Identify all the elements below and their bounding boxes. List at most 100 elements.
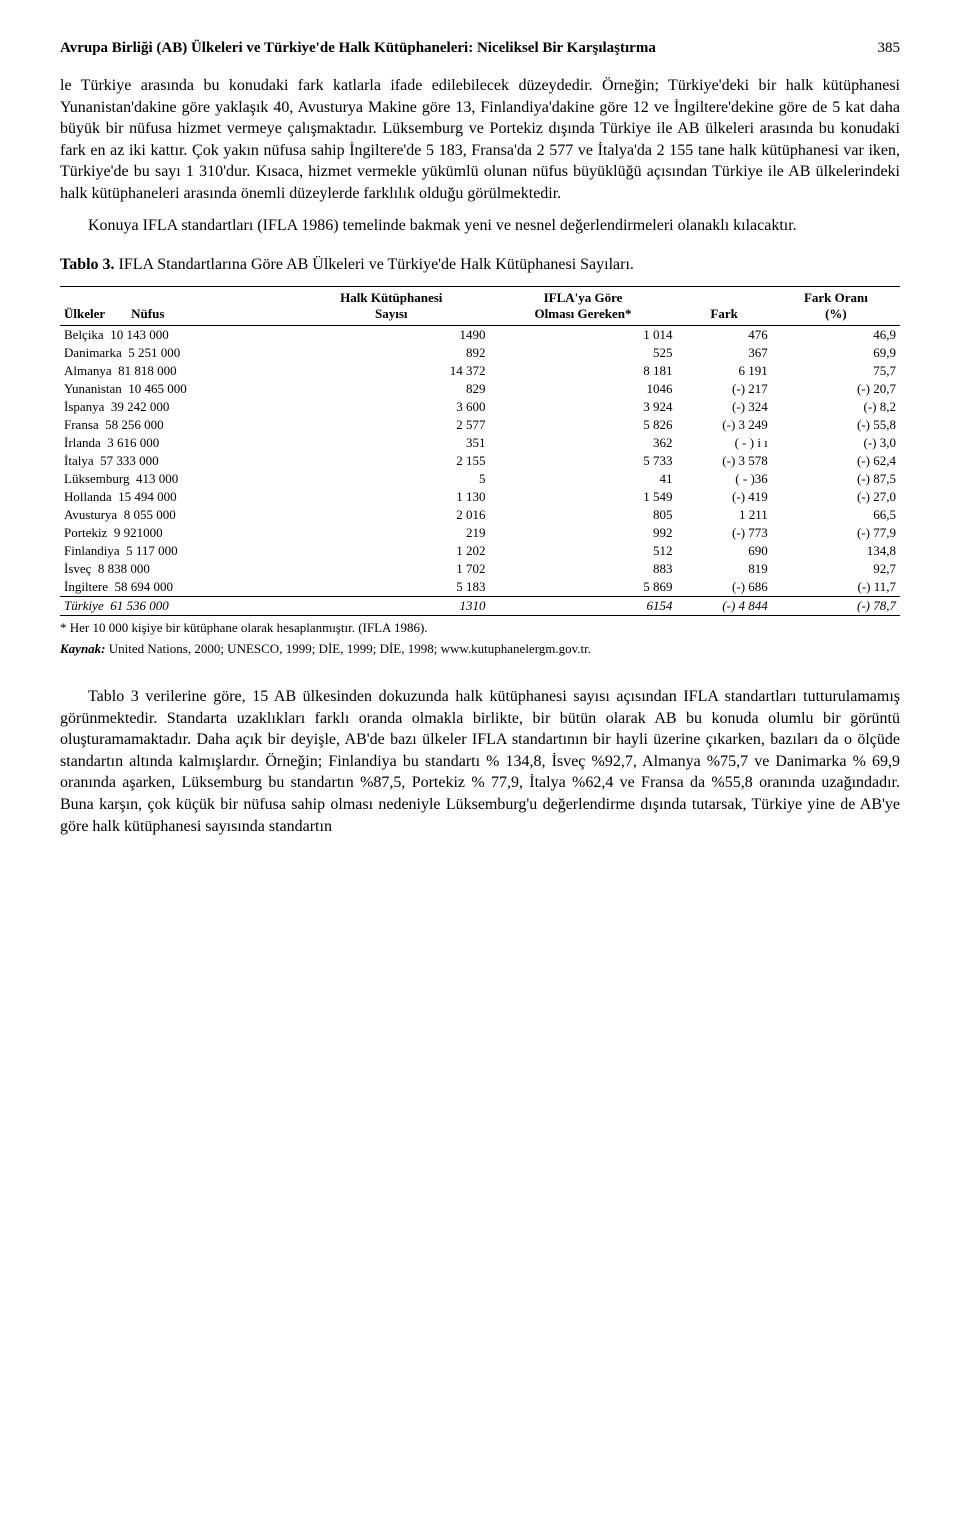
cell-lib: 5 183 xyxy=(293,578,489,597)
cell-oran: 75,7 xyxy=(772,362,900,380)
table-row: Hollanda 15 494 0001 1301 549(-) 419(-) … xyxy=(60,488,900,506)
cell-fark: 690 xyxy=(676,542,771,560)
cell-fark: (-) 4 844 xyxy=(676,597,771,616)
table-row: İrlanda 3 616 000351362( - ) i ı(-) 3,0 xyxy=(60,434,900,452)
cell-oran: (-) 27,0 xyxy=(772,488,900,506)
cell-fark: (-) 324 xyxy=(676,398,771,416)
cell-ifla: 8 181 xyxy=(490,362,677,380)
table-footnote-1: * Her 10 000 kişiye bir kütüphane olarak… xyxy=(60,620,900,637)
cell-ifla: 1 014 xyxy=(490,326,677,345)
col-lib: Halk KütüphanesiSayısı xyxy=(293,287,489,326)
body-paragraph-3: Tablo 3 verilerine göre, 15 AB ülkesinde… xyxy=(60,686,900,837)
cell-country-pop: Yunanistan 10 465 000 xyxy=(60,380,293,398)
table-row: İngiltere 58 694 0005 1835 869(-) 686(-)… xyxy=(60,578,900,597)
cell-lib: 1 202 xyxy=(293,542,489,560)
cell-lib: 892 xyxy=(293,344,489,362)
cell-lib: 351 xyxy=(293,434,489,452)
table-footnote-2: Kaynak: United Nations, 2000; UNESCO, 19… xyxy=(60,641,900,658)
cell-fark: (-) 217 xyxy=(676,380,771,398)
cell-fark: ( - ) i ı xyxy=(676,434,771,452)
cell-lib: 219 xyxy=(293,524,489,542)
cell-ifla: 512 xyxy=(490,542,677,560)
cell-lib: 1490 xyxy=(293,326,489,345)
cell-fark: ( - )36 xyxy=(676,470,771,488)
cell-oran: (-) 11,7 xyxy=(772,578,900,597)
cell-fark: 1 211 xyxy=(676,506,771,524)
table-header-row: Ülkeler Nüfus Halk KütüphanesiSayısı IFL… xyxy=(60,287,900,326)
table-row: İtalya 57 333 0002 1555 733(-) 3 578(-) … xyxy=(60,452,900,470)
table-row: İspanya 39 242 0003 6003 924(-) 324(-) 8… xyxy=(60,398,900,416)
col-fark: Fark xyxy=(676,287,771,326)
cell-lib: 2 155 xyxy=(293,452,489,470)
cell-oran: (-) 8,2 xyxy=(772,398,900,416)
cell-ifla: 992 xyxy=(490,524,677,542)
cell-country-pop: Lüksemburg 413 000 xyxy=(60,470,293,488)
cell-ifla: 5 733 xyxy=(490,452,677,470)
cell-country-pop: Almanya 81 818 000 xyxy=(60,362,293,380)
cell-lib: 14 372 xyxy=(293,362,489,380)
table-row: Finlandiya 5 117 0001 202512690134,8 xyxy=(60,542,900,560)
cell-country-pop: İtalya 57 333 000 xyxy=(60,452,293,470)
table-row: Almanya 81 818 00014 3728 1816 19175,7 xyxy=(60,362,900,380)
table-row: Yunanistan 10 465 0008291046(-) 217(-) 2… xyxy=(60,380,900,398)
table-row: İsveç 8 838 0001 70288381992,7 xyxy=(60,560,900,578)
col-ulkeler-nufus: Ülkeler Nüfus xyxy=(60,287,293,326)
cell-oran: 134,8 xyxy=(772,542,900,560)
cell-country-pop: İngiltere 58 694 000 xyxy=(60,578,293,597)
cell-oran: 69,9 xyxy=(772,344,900,362)
cell-oran: 66,5 xyxy=(772,506,900,524)
cell-lib: 5 xyxy=(293,470,489,488)
cell-country-pop: Danimarka 5 251 000 xyxy=(60,344,293,362)
cell-oran: (-) 55,8 xyxy=(772,416,900,434)
cell-oran: (-) 77,9 xyxy=(772,524,900,542)
cell-ifla: 1046 xyxy=(490,380,677,398)
cell-fark: 367 xyxy=(676,344,771,362)
cell-oran: (-) 87,5 xyxy=(772,470,900,488)
cell-country-pop: Finlandiya 5 117 000 xyxy=(60,542,293,560)
cell-lib: 1 702 xyxy=(293,560,489,578)
cell-ifla: 1 549 xyxy=(490,488,677,506)
cell-fark: 476 xyxy=(676,326,771,345)
body-paragraph-1: le Türkiye arasında bu konudaki fark kat… xyxy=(60,75,900,205)
cell-country-pop: İsveç 8 838 000 xyxy=(60,560,293,578)
cell-ifla: 883 xyxy=(490,560,677,578)
cell-fark: (-) 419 xyxy=(676,488,771,506)
table-row: Portekiz 9 921000219992(-) 773(-) 77,9 xyxy=(60,524,900,542)
cell-fark: (-) 3 249 xyxy=(676,416,771,434)
cell-fark: (-) 773 xyxy=(676,524,771,542)
cell-ifla: 5 869 xyxy=(490,578,677,597)
table-total-row: Türkiye 61 536 00013106154(-) 4 844(-) 7… xyxy=(60,597,900,616)
kaynak-text: United Nations, 2000; UNESCO, 1999; DİE,… xyxy=(106,641,592,656)
cell-country-pop: İspanya 39 242 000 xyxy=(60,398,293,416)
cell-lib: 3 600 xyxy=(293,398,489,416)
cell-ifla: 805 xyxy=(490,506,677,524)
cell-lib: 829 xyxy=(293,380,489,398)
page-header: Avrupa Birliği (AB) Ülkeleri ve Türkiye'… xyxy=(60,40,900,57)
cell-country-pop: Portekiz 9 921000 xyxy=(60,524,293,542)
table-row: Belçika 10 143 00014901 01447646,9 xyxy=(60,326,900,345)
cell-ifla: 362 xyxy=(490,434,677,452)
table-row: Danimarka 5 251 00089252536769,9 xyxy=(60,344,900,362)
kaynak-label: Kaynak: xyxy=(60,641,106,656)
cell-country-pop: Hollanda 15 494 000 xyxy=(60,488,293,506)
cell-oran: (-) 62,4 xyxy=(772,452,900,470)
running-title: Avrupa Birliği (AB) Ülkeleri ve Türkiye'… xyxy=(60,40,656,57)
cell-fark: (-) 3 578 xyxy=(676,452,771,470)
body-paragraph-2: Konuya IFLA standartları (IFLA 1986) tem… xyxy=(60,215,900,237)
cell-fark: (-) 686 xyxy=(676,578,771,597)
cell-oran: (-) 20,7 xyxy=(772,380,900,398)
table-row: Avusturya 8 055 0002 0168051 21166,5 xyxy=(60,506,900,524)
cell-oran: (-) 78,7 xyxy=(772,597,900,616)
cell-fark: 6 191 xyxy=(676,362,771,380)
data-table: Ülkeler Nüfus Halk KütüphanesiSayısı IFL… xyxy=(60,286,900,616)
table-label: Tablo 3. xyxy=(60,256,115,273)
cell-country-pop: Türkiye 61 536 000 xyxy=(60,597,293,616)
cell-lib: 2 577 xyxy=(293,416,489,434)
cell-oran: 92,7 xyxy=(772,560,900,578)
table-row: Fransa 58 256 0002 5775 826(-) 3 249(-) … xyxy=(60,416,900,434)
cell-country-pop: Belçika 10 143 000 xyxy=(60,326,293,345)
cell-oran: (-) 3,0 xyxy=(772,434,900,452)
cell-country-pop: İrlanda 3 616 000 xyxy=(60,434,293,452)
cell-country-pop: Fransa 58 256 000 xyxy=(60,416,293,434)
cell-lib: 2 016 xyxy=(293,506,489,524)
